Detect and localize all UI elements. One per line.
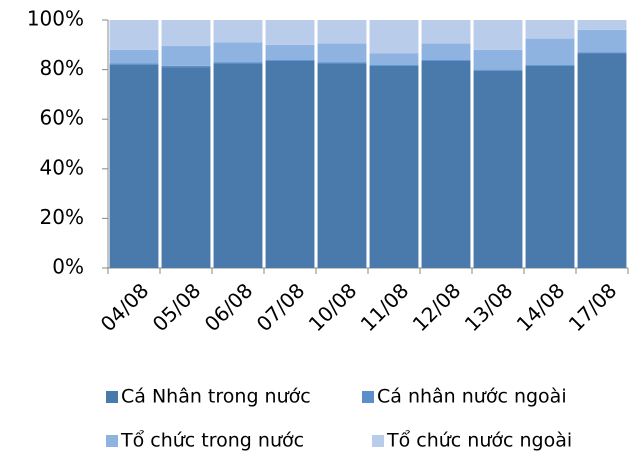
x-tick-label: 11/08 <box>356 278 414 336</box>
bar-segment <box>213 20 263 43</box>
bar-segment <box>213 42 263 63</box>
y-tick-label: 60% <box>40 106 84 130</box>
x-tick-label: 07/08 <box>252 278 310 336</box>
y-tick-label: 0% <box>52 255 84 279</box>
bar-segment <box>161 46 211 66</box>
bar-segment <box>525 64 575 66</box>
bar-segment <box>369 20 419 54</box>
bar-segment <box>317 62 367 64</box>
bar-segment <box>577 29 627 53</box>
legend-label: Tổ chức trong nước <box>120 430 304 452</box>
bar-segment <box>109 64 159 268</box>
bar-segment <box>265 20 315 45</box>
bar-segment <box>317 63 367 269</box>
x-tick-label: 05/08 <box>148 278 206 336</box>
legend-swatch <box>372 435 384 447</box>
x-tick-label: 13/08 <box>460 278 518 336</box>
bar-segment <box>525 20 575 39</box>
legend-label: Cá Nhân trong nước <box>121 386 311 408</box>
bar-segment <box>577 53 627 269</box>
bar-segment <box>317 20 367 44</box>
x-tick-label: 06/08 <box>200 278 258 336</box>
bar-segment <box>369 53 419 65</box>
bar-segment <box>109 63 159 65</box>
y-tick-label: 80% <box>40 56 84 80</box>
bar-segment <box>525 38 575 65</box>
bar-segment <box>109 20 159 50</box>
x-tick-label: 17/08 <box>564 278 622 336</box>
legend-swatch <box>106 435 118 447</box>
bar-segment <box>265 60 315 268</box>
bar-segment <box>421 60 471 268</box>
bar-segment <box>109 49 159 64</box>
x-tick-label: 10/08 <box>304 278 362 336</box>
x-tick-label: 12/08 <box>408 278 466 336</box>
bar-segment <box>161 67 211 269</box>
bar-segment <box>161 20 211 47</box>
bar-segment <box>577 20 627 30</box>
legend-swatch <box>106 391 118 403</box>
x-tick-label: 14/08 <box>512 278 570 336</box>
bar-segment <box>473 49 523 70</box>
bar-segment <box>369 64 419 66</box>
y-tick-label: 100% <box>27 7 84 31</box>
bar-segment <box>473 70 523 268</box>
bar-segment <box>161 65 211 68</box>
bar-segment <box>213 63 263 269</box>
bar-segment <box>369 65 419 268</box>
legend-swatch <box>362 391 374 403</box>
bar-segment <box>421 20 471 44</box>
bar-segment <box>577 52 627 54</box>
bar-segment <box>317 43 367 63</box>
bar-segment <box>421 43 471 60</box>
x-tick-label: 04/08 <box>96 278 154 336</box>
bar-segment <box>473 20 523 50</box>
bar-segment <box>525 65 575 268</box>
y-tick-label: 20% <box>40 205 84 229</box>
legend-label: Cá nhân nước ngoài <box>377 386 567 408</box>
legend-label: Tổ chức nước ngoài <box>386 430 572 452</box>
bar-segment <box>265 44 315 60</box>
bar-segment <box>265 59 315 61</box>
bar-segment <box>421 59 471 61</box>
y-tick-label: 40% <box>40 155 84 179</box>
bar-segment <box>473 69 523 71</box>
bar-segment <box>213 62 263 64</box>
